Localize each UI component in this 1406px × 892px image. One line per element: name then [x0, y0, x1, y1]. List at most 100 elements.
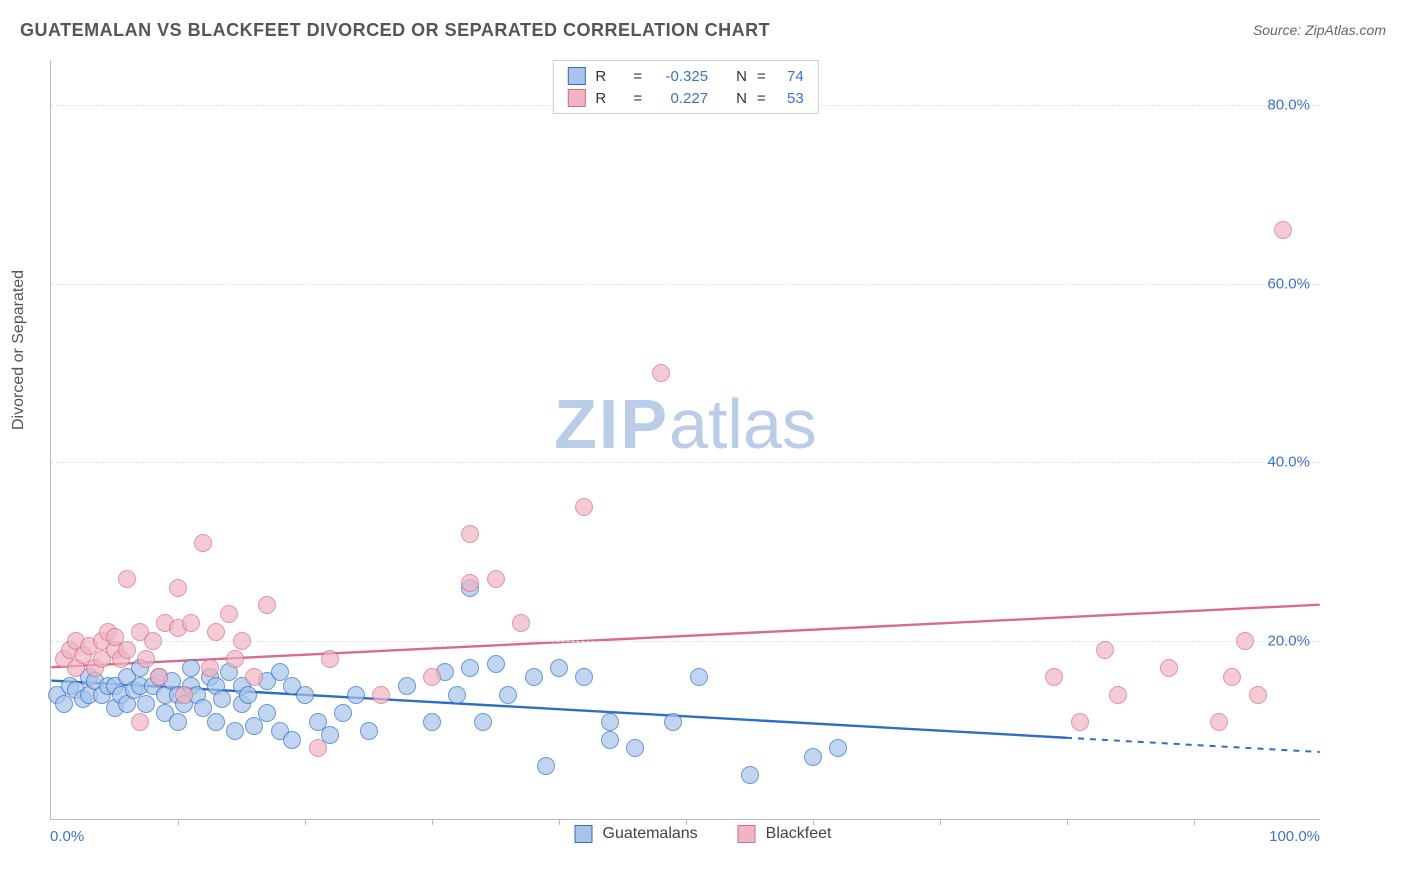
- legend-item-guatemalans: Guatemalans: [575, 825, 698, 843]
- data-point-blackfeet: [652, 364, 670, 382]
- data-point-blackfeet: [1210, 713, 1228, 731]
- data-point-guatemalans: [575, 668, 593, 686]
- data-point-blackfeet: [309, 739, 327, 757]
- stats-row-guatemalans: R = -0.325 N = 74: [567, 67, 803, 85]
- data-point-blackfeet: [575, 498, 593, 516]
- data-point-blackfeet: [182, 614, 200, 632]
- x-tick: [305, 819, 306, 825]
- data-point-blackfeet: [1071, 713, 1089, 731]
- stats-row-blackfeet: R=0.227N=53: [567, 89, 803, 107]
- data-point-blackfeet: [137, 650, 155, 668]
- data-point-guatemalans: [487, 655, 505, 673]
- data-point-guatemalans: [398, 677, 416, 695]
- data-point-guatemalans: [550, 659, 568, 677]
- data-point-blackfeet: [175, 686, 193, 704]
- equals-sign: =: [633, 68, 642, 85]
- data-point-blackfeet: [423, 668, 441, 686]
- data-point-blackfeet: [1223, 668, 1241, 686]
- y-tick-label: 80.0%: [1267, 96, 1310, 113]
- data-point-guatemalans: [239, 686, 257, 704]
- data-point-guatemalans: [213, 690, 231, 708]
- x-axis-min-label: 0.0%: [50, 828, 84, 845]
- chart-container: { "title": "GUATEMALAN VS BLACKFEET DIVO…: [0, 0, 1406, 892]
- data-point-guatemalans: [601, 713, 619, 731]
- x-tick: [432, 819, 433, 825]
- data-point-guatemalans: [283, 731, 301, 749]
- data-point-blackfeet: [1096, 641, 1114, 659]
- data-point-guatemalans: [182, 659, 200, 677]
- source-prefix: Source:: [1253, 22, 1305, 38]
- stats-legend: R = -0.325 N = 74R = 0.227 N = 53: [552, 60, 818, 114]
- data-point-blackfeet: [461, 574, 479, 592]
- legend-label: Blackfeet: [766, 825, 832, 843]
- stat-R-label: R: [595, 68, 623, 85]
- data-point-guatemalans: [690, 668, 708, 686]
- data-point-blackfeet: [233, 632, 251, 650]
- stat-R-value: -0.325: [652, 68, 708, 85]
- stat-R-value: 0.227: [652, 90, 708, 107]
- x-axis-max-label: 100.0%: [1269, 828, 1320, 845]
- data-point-blackfeet: [226, 650, 244, 668]
- plot-area: ZIPatlas R=-0.325N=74R=0.227N=53 20.0%40…: [50, 60, 1320, 820]
- equals-sign: =: [757, 68, 766, 85]
- x-tick: [940, 819, 941, 825]
- series-legend: Guatemalans Blackfeet: [575, 825, 832, 843]
- data-point-guatemalans: [525, 668, 543, 686]
- data-point-blackfeet: [194, 534, 212, 552]
- gridline-h: [51, 462, 1320, 463]
- blackfeet-swatch-icon: [738, 825, 756, 843]
- data-point-guatemalans: [474, 713, 492, 731]
- guatemalans-swatch-icon: [567, 67, 585, 85]
- x-tick: [1194, 819, 1195, 825]
- legend-item-blackfeet: Blackfeet: [738, 825, 832, 843]
- data-point-blackfeet: [512, 614, 530, 632]
- data-point-guatemalans: [499, 686, 517, 704]
- data-point-blackfeet: [372, 686, 390, 704]
- data-point-blackfeet: [118, 570, 136, 588]
- y-tick-label: 60.0%: [1267, 275, 1310, 292]
- gridline-h: [51, 284, 1320, 285]
- guatemalans-swatch-icon: [575, 825, 593, 843]
- data-point-guatemalans: [741, 766, 759, 784]
- data-point-guatemalans: [601, 731, 619, 749]
- data-point-guatemalans: [360, 722, 378, 740]
- data-point-guatemalans: [347, 686, 365, 704]
- stat-N-label: N: [736, 90, 747, 107]
- y-tick-label: 20.0%: [1267, 633, 1310, 650]
- data-point-guatemalans: [804, 748, 822, 766]
- data-point-blackfeet: [1045, 668, 1063, 686]
- stat-N-value: 53: [776, 90, 804, 107]
- data-point-guatemalans: [137, 695, 155, 713]
- x-tick: [1067, 819, 1068, 825]
- data-point-blackfeet: [245, 668, 263, 686]
- chart-title: GUATEMALAN VS BLACKFEET DIVORCED OR SEPA…: [20, 20, 770, 41]
- data-point-blackfeet: [1249, 686, 1267, 704]
- data-point-blackfeet: [169, 579, 187, 597]
- equals-sign: =: [633, 90, 642, 107]
- data-point-blackfeet: [201, 659, 219, 677]
- data-point-guatemalans: [169, 713, 187, 731]
- data-point-guatemalans: [226, 722, 244, 740]
- data-point-blackfeet: [207, 623, 225, 641]
- y-axis-label: Divorced or Separated: [10, 270, 28, 430]
- data-point-blackfeet: [220, 605, 238, 623]
- data-point-blackfeet: [258, 596, 276, 614]
- source-name: ZipAtlas.com: [1305, 22, 1386, 38]
- data-point-blackfeet: [150, 668, 168, 686]
- data-point-guatemalans: [296, 686, 314, 704]
- data-point-blackfeet: [1160, 659, 1178, 677]
- stat-N-label: N: [736, 68, 747, 85]
- data-point-guatemalans: [664, 713, 682, 731]
- y-tick-label: 40.0%: [1267, 454, 1310, 471]
- data-point-guatemalans: [207, 713, 225, 731]
- data-point-guatemalans: [537, 757, 555, 775]
- equals-sign: =: [757, 90, 766, 107]
- data-point-guatemalans: [334, 704, 352, 722]
- stat-N-value: 74: [776, 68, 804, 85]
- data-point-blackfeet: [131, 713, 149, 731]
- data-point-blackfeet: [1236, 632, 1254, 650]
- data-point-blackfeet: [461, 525, 479, 543]
- data-point-guatemalans: [258, 704, 276, 722]
- data-point-guatemalans: [448, 686, 466, 704]
- blackfeet-swatch-icon: [567, 89, 585, 107]
